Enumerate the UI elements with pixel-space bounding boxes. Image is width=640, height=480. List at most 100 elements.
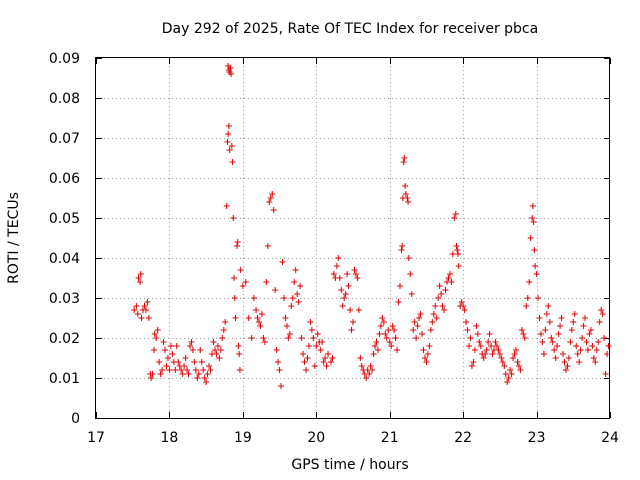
data-point [584,347,591,353]
data-point [225,123,232,129]
data-point [294,291,301,297]
data-point [376,331,383,337]
data-point [224,139,231,145]
plot-frame [95,57,610,419]
data-point [400,159,407,165]
data-point [257,323,264,329]
data-point [463,319,470,325]
data-point [253,307,260,313]
data-point [582,315,589,321]
data-point [382,331,389,337]
data-point [191,359,198,365]
data-point [237,267,244,273]
data-point [300,351,307,357]
data-point [236,351,243,357]
data-point [301,359,308,365]
data-point [498,355,505,361]
data-point [133,303,140,309]
x-tick-label: 22 [454,430,472,446]
data-point [192,367,199,373]
data-point [539,339,546,345]
data-point [480,355,487,361]
data-point [351,267,358,273]
data-point [602,371,609,377]
data-point [507,367,514,373]
data-point [576,359,583,365]
data-point [286,331,293,337]
data-point [228,71,235,77]
data-point [320,359,327,365]
grid-layer [96,58,610,418]
data-point [222,319,229,325]
data-point [228,143,235,149]
data-point [595,339,602,345]
data-point [223,203,230,209]
data-point [338,287,345,293]
data-point [505,375,512,381]
data-point [515,363,522,369]
data-point [145,315,152,321]
y-tick-label: 0.03 [49,291,80,307]
data-point [358,363,365,369]
data-point [511,351,518,357]
data-point [285,335,292,341]
data-point [404,195,411,201]
data-point [405,199,412,205]
data-point [179,371,186,377]
y-tick-label: 0.08 [49,91,80,107]
data-point [345,283,352,289]
data-point [432,303,439,309]
data-point [488,343,495,349]
data-point [508,371,515,377]
data-point [162,347,169,353]
data-point [573,343,580,349]
data-point [154,327,161,333]
data-point [518,327,525,333]
data-point [182,355,189,361]
data-point [278,383,285,389]
y-tick-label: 0.09 [49,51,80,67]
data-point [501,363,508,369]
data-point [184,367,191,373]
data-point [207,367,214,373]
data-point [483,347,490,353]
data-point [178,367,185,373]
data-point [408,291,415,297]
data-point [510,355,517,361]
data-point [366,371,373,377]
data-point [258,311,265,317]
data-point [373,339,380,345]
data-point [379,315,386,321]
data-point [477,343,484,349]
data-point [587,327,594,333]
data-point [138,315,145,321]
data-point [560,351,567,357]
data-point [275,359,282,365]
y-tick-label: 0.01 [49,371,80,387]
data-point [586,331,593,337]
data-point [549,339,556,345]
data-point [530,219,537,225]
data-point [217,347,224,353]
data-point [565,355,572,361]
data-point [605,343,612,349]
data-point [423,359,430,365]
data-point [455,263,462,269]
data-point [204,371,211,377]
data-point [401,155,408,161]
data-point [596,319,603,325]
data-point [279,259,286,265]
data-point [181,363,188,369]
data-point [307,319,314,325]
y-tick-label: 0.07 [49,131,80,147]
data-point [270,207,277,213]
data-point [598,307,605,313]
data-point [555,331,562,337]
data-point [283,323,290,329]
data-point [229,159,236,165]
data-point [352,271,359,277]
data-point [533,271,540,277]
data-point [216,355,223,361]
data-point [131,307,138,313]
